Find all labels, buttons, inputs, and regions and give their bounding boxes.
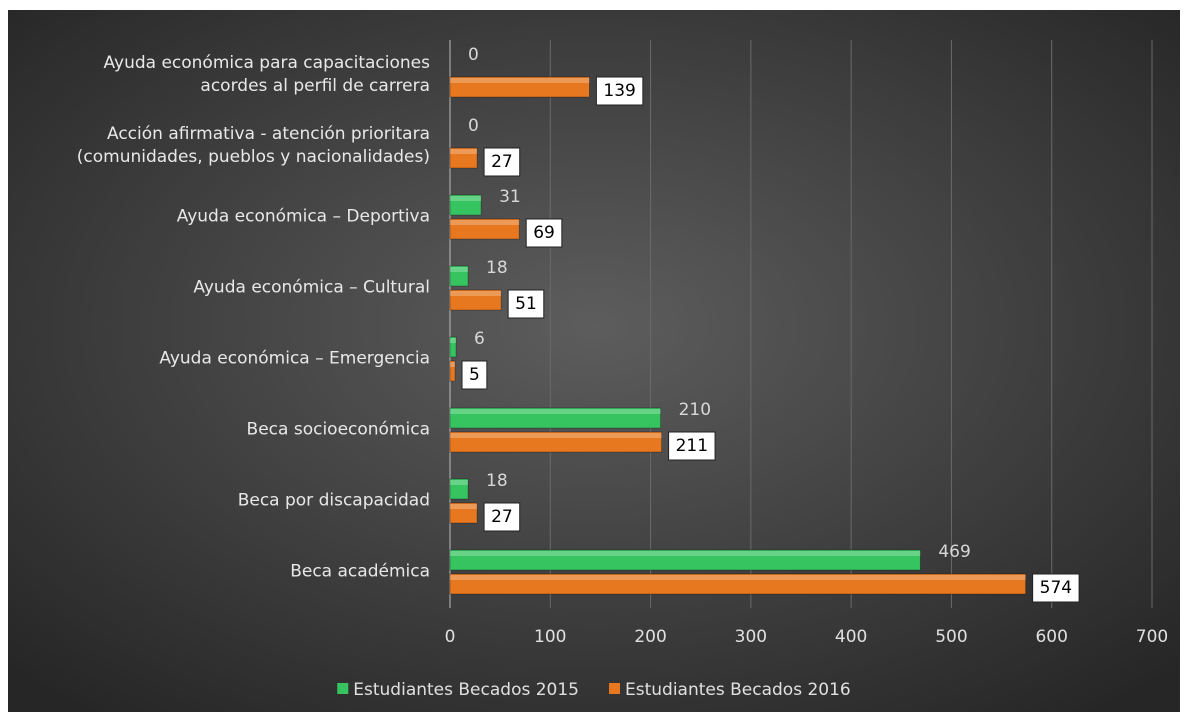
data-label: 210	[679, 400, 711, 420]
bar-highlight	[450, 362, 456, 367]
category-label: Beca por discapacidad	[237, 490, 430, 511]
data-label: 27	[491, 152, 513, 172]
bar	[449, 478, 469, 500]
bar	[449, 218, 520, 240]
data-label-box	[595, 76, 644, 106]
data-label-box	[525, 218, 563, 248]
bar-highlight	[450, 291, 502, 296]
bar	[449, 360, 456, 382]
legend-swatch	[609, 683, 620, 694]
data-label-box	[507, 289, 545, 319]
data-label-box	[1032, 573, 1080, 603]
category-label: Ayuda económica – Deportiva	[176, 206, 430, 227]
category-label: Ayuda económica para capacitaciones acor…	[103, 53, 430, 96]
data-label-box	[461, 360, 488, 390]
data-label: 0	[468, 45, 479, 65]
bar-highlight	[450, 504, 478, 509]
bar-highlight	[450, 220, 520, 225]
x-tick-label: 700	[1136, 627, 1168, 647]
bar-highlight	[450, 149, 478, 154]
category-label: Acción afirmativa - atención prioritara …	[76, 124, 430, 167]
bar-highlight	[450, 338, 457, 343]
legend-label: Estudiantes Becados 2016	[625, 680, 851, 700]
category-label: Ayuda económica – Emergencia	[159, 348, 430, 369]
bar	[449, 265, 469, 287]
category-label: Beca académica	[290, 561, 430, 582]
x-tick-label: 300	[735, 627, 767, 647]
data-label: 31	[499, 187, 521, 207]
bar	[449, 289, 502, 311]
bar-highlight	[450, 575, 1026, 580]
data-label: 574	[1040, 578, 1072, 598]
bar	[449, 431, 663, 453]
data-label-box	[483, 502, 521, 532]
data-label: 18	[486, 471, 508, 491]
x-tick-label: 100	[534, 627, 566, 647]
data-label: 27	[491, 507, 513, 527]
data-label: 5	[469, 365, 480, 385]
bar-highlight	[450, 551, 921, 556]
bar	[449, 76, 590, 98]
data-label: 211	[676, 436, 708, 456]
bar	[449, 549, 921, 571]
bar	[449, 336, 457, 358]
data-label: 0	[468, 116, 479, 136]
data-label: 6	[474, 329, 485, 349]
bar-highlight	[450, 196, 482, 201]
legend-swatch	[337, 683, 349, 694]
bar	[449, 147, 478, 169]
bar-highlight	[450, 433, 662, 438]
bar	[449, 502, 478, 524]
x-tick-label: 400	[835, 627, 867, 647]
data-label-box	[668, 431, 716, 461]
legend-item: Estudiantes Becados 2015	[337, 680, 579, 700]
chart-background	[8, 10, 1180, 712]
x-tick-label: 200	[634, 627, 666, 647]
bar-highlight	[450, 409, 661, 414]
data-label: 69	[533, 223, 555, 243]
x-tick-label: 500	[935, 627, 967, 647]
data-label: 469	[938, 542, 970, 562]
bar	[449, 194, 482, 216]
bar-highlight	[450, 480, 469, 485]
bar-highlight	[450, 78, 590, 83]
data-label-box	[483, 147, 521, 177]
category-label: Ayuda económica – Cultural	[193, 277, 430, 298]
data-label: 18	[486, 258, 508, 278]
data-label: 51	[515, 294, 537, 314]
bar	[449, 407, 662, 429]
data-label: 139	[603, 81, 635, 101]
legend-item: Estudiantes Becados 2016	[609, 680, 851, 700]
legend-label: Estudiantes Becados 2015	[353, 680, 579, 700]
category-label: Beca socioeconómica	[246, 419, 430, 440]
x-tick-label: 0	[445, 627, 456, 647]
bar-highlight	[450, 267, 469, 272]
x-tick-label: 600	[1035, 627, 1067, 647]
bar	[449, 573, 1027, 595]
